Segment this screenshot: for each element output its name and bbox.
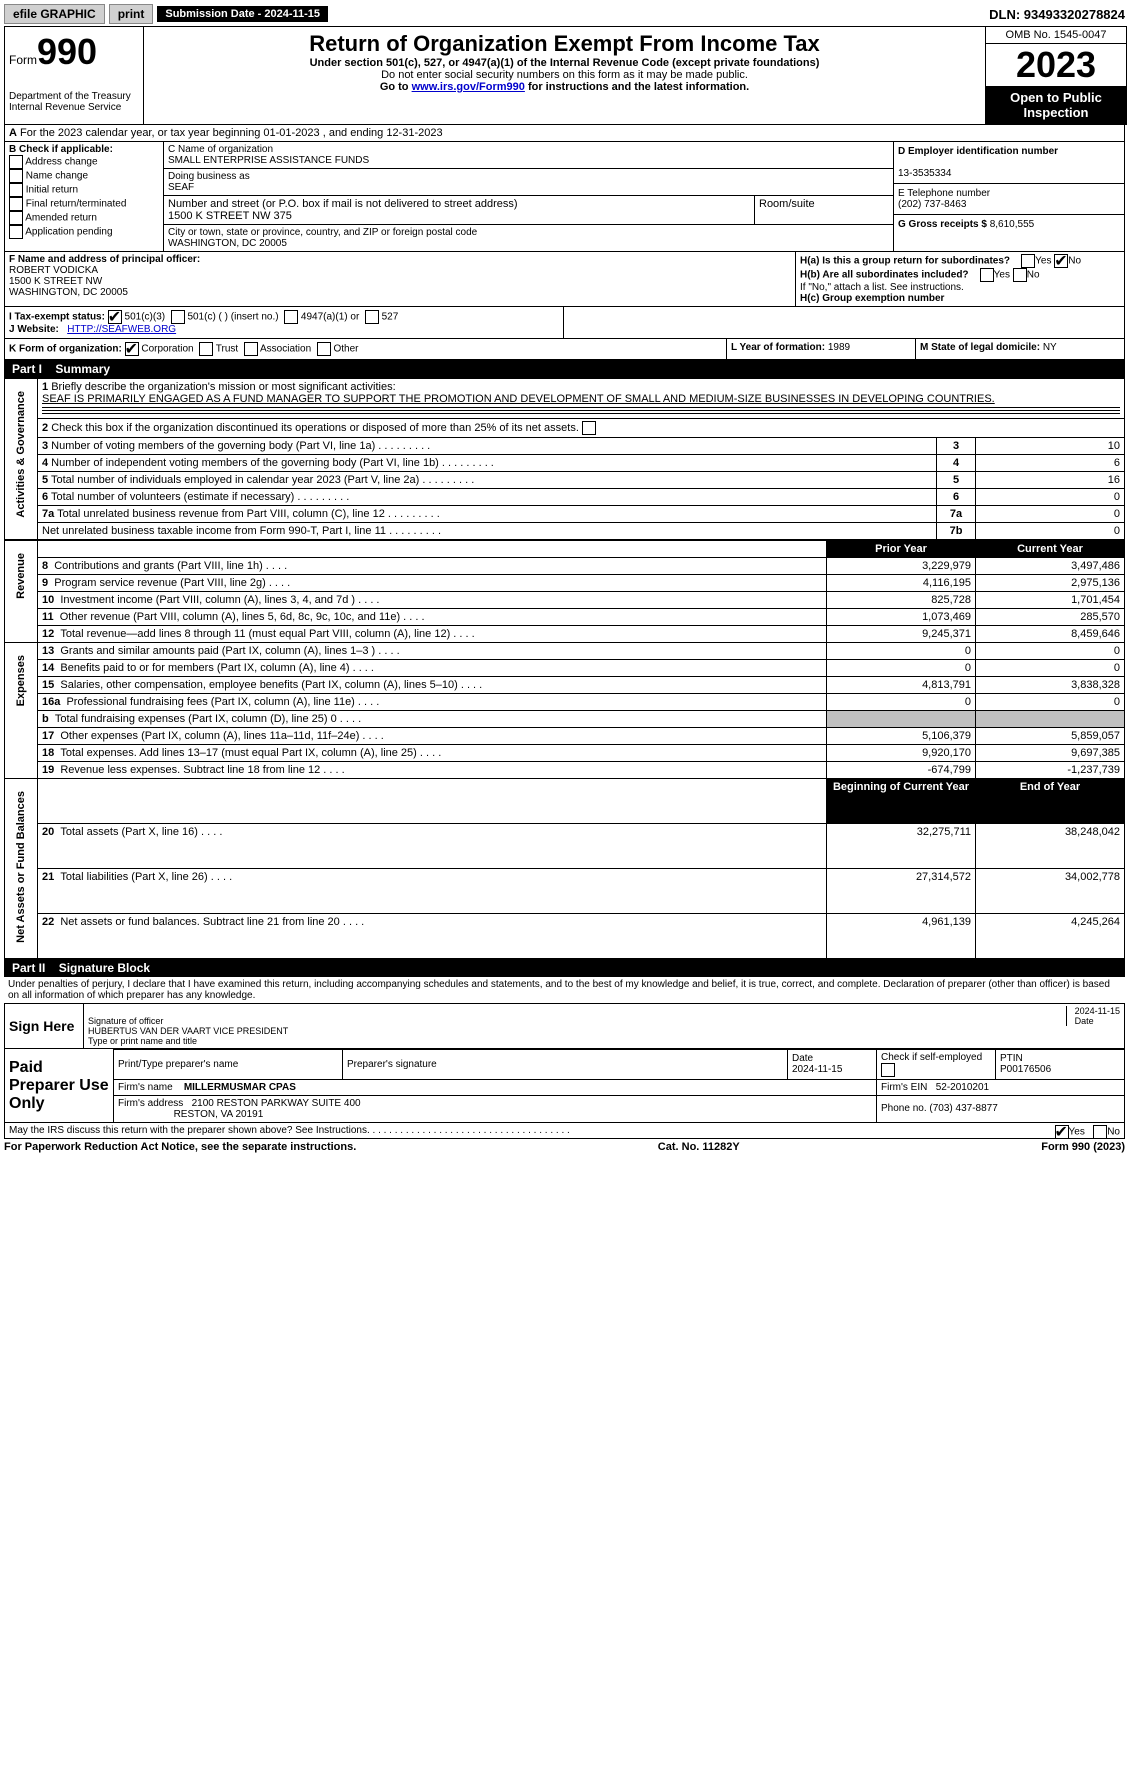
form-sub2: Do not enter social security numbers on … bbox=[148, 69, 981, 81]
officer-city: WASHINGTON, DC 20005 bbox=[9, 287, 128, 298]
row-a: A For the 2023 calendar year, or tax yea… bbox=[4, 125, 1125, 142]
submission-date: Submission Date - 2024-11-15 bbox=[157, 6, 328, 22]
ein-lbl: D Employer identification number bbox=[898, 146, 1058, 157]
part1-header: Part I Summary bbox=[4, 360, 1125, 378]
room-lbl: Room/suite bbox=[755, 196, 893, 224]
dba-lbl: Doing business as bbox=[168, 171, 250, 182]
org-name: SMALL ENTERPRISE ASSISTANCE FUNDS bbox=[168, 155, 369, 166]
cb-final[interactable]: Final return/terminated bbox=[9, 197, 159, 211]
print-button[interactable]: print bbox=[109, 4, 154, 24]
gross: 8,610,555 bbox=[990, 219, 1035, 230]
dln: DLN: 93493320278824 bbox=[989, 7, 1125, 22]
form-sub1: Under section 501(c), 527, or 4947(a)(1)… bbox=[148, 57, 981, 69]
discuss-row: May the IRS discuss this return with the… bbox=[4, 1123, 1125, 1139]
city-lbl: City or town, state or province, country… bbox=[168, 227, 477, 238]
cb-initial[interactable]: Initial return bbox=[9, 183, 159, 197]
section-b-to-g: B Check if applicable: Address change Na… bbox=[4, 142, 1125, 252]
city: WASHINGTON, DC 20005 bbox=[168, 238, 287, 249]
cb-amended[interactable]: Amended return bbox=[9, 211, 159, 225]
form-number: Form990 bbox=[9, 31, 139, 73]
efile-label: efile GRAPHIC bbox=[4, 4, 105, 24]
b-label: B Check if applicable: bbox=[9, 144, 113, 155]
summary-table: Activities & Governance 1 Briefly descri… bbox=[4, 378, 1125, 540]
tel-lbl: E Telephone number bbox=[898, 188, 990, 199]
goto-line: Go to www.irs.gov/Form990 for instructio… bbox=[148, 81, 981, 93]
cb-pending[interactable]: Application pending bbox=[9, 225, 159, 239]
dba: SEAF bbox=[168, 182, 194, 193]
irs-label: Internal Revenue Service bbox=[9, 102, 139, 113]
officer-sig: HUBERTUS VAN DER VAART VICE PRESIDENT bbox=[88, 1026, 288, 1036]
street: 1500 K STREET NW 375 bbox=[168, 210, 292, 222]
row-f-h: F Name and address of principal officer:… bbox=[4, 252, 1125, 307]
declaration: Under penalties of perjury, I declare th… bbox=[4, 977, 1125, 1003]
f-lbl: F Name and address of principal officer: bbox=[9, 254, 200, 265]
paid-preparer: Paid Preparer Use Only bbox=[5, 1049, 114, 1122]
tax-year: 2023 bbox=[986, 44, 1126, 86]
omb: OMB No. 1545-0047 bbox=[986, 27, 1126, 44]
cb-address[interactable]: Address change bbox=[9, 155, 159, 169]
ein: 13-3535334 bbox=[898, 168, 951, 179]
signature-table: Sign Here 2024-11-15Date Signature of of… bbox=[4, 1003, 1125, 1049]
tel: (202) 737-8463 bbox=[898, 199, 966, 210]
cb-name[interactable]: Name change bbox=[9, 169, 159, 183]
form-title: Return of Organization Exempt From Incom… bbox=[148, 31, 981, 57]
dept-label: Department of the Treasury bbox=[9, 91, 139, 102]
preparer-table: Paid Preparer Use Only Print/Type prepar… bbox=[4, 1049, 1125, 1123]
sign-here: Sign Here bbox=[5, 1003, 84, 1048]
officer-name: ROBERT VODICKA bbox=[9, 265, 98, 276]
mission: SEAF IS PRIMARILY ENGAGED AS A FUND MANA… bbox=[42, 393, 995, 405]
irs-link[interactable]: www.irs.gov/Form990 bbox=[412, 81, 525, 93]
summary-table-2: RevenuePrior YearCurrent Year8 Contribut… bbox=[4, 540, 1125, 959]
gross-lbl: G Gross receipts $ bbox=[898, 219, 987, 230]
top-bar: efile GRAPHIC print Submission Date - 20… bbox=[4, 4, 1125, 24]
side-ag: Activities & Governance bbox=[15, 381, 27, 528]
c-name-lbl: C Name of organization bbox=[168, 144, 273, 155]
website-link[interactable]: HTTP://SEAFWEB.ORG bbox=[67, 324, 176, 335]
form-header: Form990 Department of the Treasury Inter… bbox=[4, 26, 1127, 125]
street-lbl: Number and street (or P.O. box if mail i… bbox=[168, 198, 518, 210]
open-public: Open to Public Inspection bbox=[986, 86, 1126, 124]
part2-header: Part II Signature Block bbox=[4, 959, 1125, 977]
officer-street: 1500 K STREET NW bbox=[9, 276, 102, 287]
footer: For Paperwork Reduction Act Notice, see … bbox=[4, 1139, 1125, 1155]
